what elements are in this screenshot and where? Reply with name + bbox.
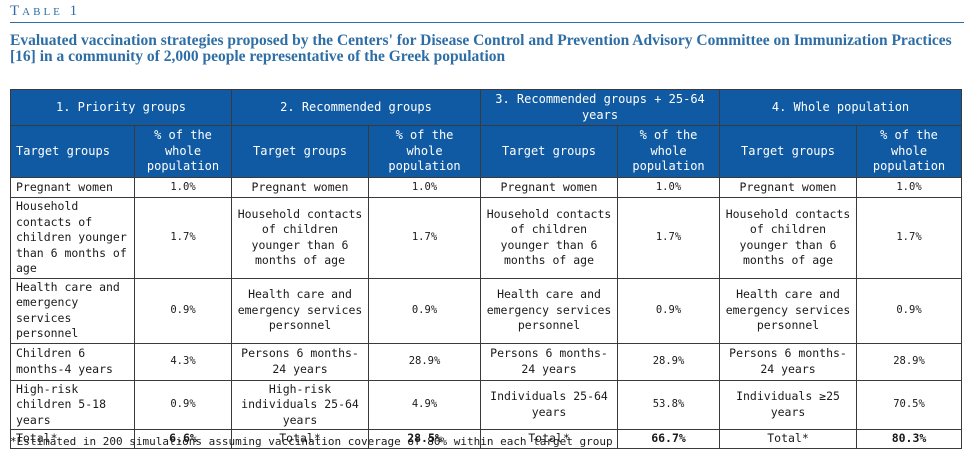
group-header-2: 2. Recommended groups (231, 89, 482, 126)
col-header-pct: % of the whole population (133, 125, 233, 178)
col-header-pct: % of the whole population (617, 125, 721, 178)
pct-cell: 0.9% (133, 379, 233, 430)
target-cell: High-risk children 5-18 years (10, 379, 135, 430)
col-header-target: Target groups (719, 125, 858, 178)
group-header-4: 4. Whole population (719, 89, 963, 126)
target-cell: Persons 6 months-24 years (231, 342, 370, 381)
group-header-3: 3. Recommended groups + 25-64 years (480, 89, 721, 126)
pct-cell: 0.9% (617, 277, 721, 344)
target-cell: Health care and emergency services perso… (10, 277, 135, 344)
col-header-target: Target groups (480, 125, 619, 178)
target-cell: Health care and emergency services perso… (719, 277, 858, 344)
target-cell: Household contacts of children younger t… (719, 197, 858, 279)
total-pct: 28.5% (368, 429, 482, 449)
pct-cell: 1.0% (368, 177, 482, 198)
target-cell: Household contacts of children younger t… (480, 197, 619, 279)
pct-cell: 0.9% (856, 277, 963, 344)
target-cell: Household contacts of children younger t… (10, 197, 135, 279)
pct-cell: 0.9% (133, 277, 233, 344)
pct-cell: 70.5% (856, 379, 963, 430)
total-pct: 66.7% (617, 429, 721, 449)
table-caption: Evaluated vaccination strategies propose… (10, 32, 952, 65)
pct-cell: 1.7% (856, 197, 963, 279)
vaccination-strategies-table: 1. Priority groups 2. Recommended groups… (9, 89, 963, 449)
total-pct: 80.3% (856, 429, 963, 449)
top-rule (10, 22, 964, 23)
table-row: Children 6 months-4 years 4.3% Persons 6… (10, 342, 963, 381)
target-cell: Persons 6 months-24 years (719, 342, 858, 381)
pct-cell: 28.9% (856, 342, 963, 381)
target-cell: Pregnant women (719, 177, 858, 198)
col-header-pct: % of the whole population (856, 125, 963, 178)
pct-cell: 28.9% (368, 342, 482, 381)
pct-cell: 1.7% (617, 197, 721, 279)
target-cell: Pregnant women (231, 177, 370, 198)
target-cell: Health care and emergency services perso… (231, 277, 370, 344)
target-cell: Household contacts of children younger t… (231, 197, 370, 279)
pct-cell: 1.7% (368, 197, 482, 279)
target-cell: High-risk individuals 25-64 years (231, 379, 370, 430)
target-cell: Pregnant women (480, 177, 619, 198)
total-label: Total* (719, 429, 858, 449)
total-label: Total* (10, 429, 135, 449)
target-cell: Pregnant women (10, 177, 135, 198)
pct-cell: 1.7% (133, 197, 233, 279)
group-header-1: 1. Priority groups (9, 89, 233, 126)
col-header-target: Target groups (231, 125, 370, 178)
pct-cell: 53.8% (617, 379, 721, 430)
target-cell: Persons 6 months-24 years (480, 342, 619, 381)
table-row: Household contacts of children younger t… (10, 197, 963, 279)
pct-cell: 1.0% (133, 177, 233, 198)
pct-cell: 0.9% (368, 277, 482, 344)
total-label: Total* (231, 429, 370, 449)
table-row: Health care and emergency services perso… (10, 277, 963, 344)
pct-cell: 1.0% (856, 177, 963, 198)
table-footnote: *Estimated in 200 simulations assuming v… (10, 435, 613, 448)
pct-cell: 28.9% (617, 342, 721, 381)
target-cell: Health care and emergency services perso… (480, 277, 619, 344)
pct-cell: 4.9% (368, 379, 482, 430)
total-pct: 6.6% (133, 429, 233, 449)
target-cell: Children 6 months-4 years (10, 342, 135, 381)
col-header-target: Target groups (10, 125, 135, 178)
pct-cell: 1.0% (617, 177, 721, 198)
col-header-pct: % of the whole population (368, 125, 482, 178)
pct-cell: 4.3% (133, 342, 233, 381)
total-label: Total* (480, 429, 619, 449)
total-row: Total* 6.6% Total* 28.5% Total* 66.7% To… (10, 429, 963, 449)
table-label: Table 1 (10, 3, 81, 19)
table-row: Pregnant women 1.0% Pregnant women 1.0% … (10, 177, 963, 198)
table-row: High-risk children 5-18 years 0.9% High-… (10, 379, 963, 430)
target-cell: Individuals ≥25 years (719, 379, 858, 430)
target-cell: Individuals 25-64 years (480, 379, 619, 430)
